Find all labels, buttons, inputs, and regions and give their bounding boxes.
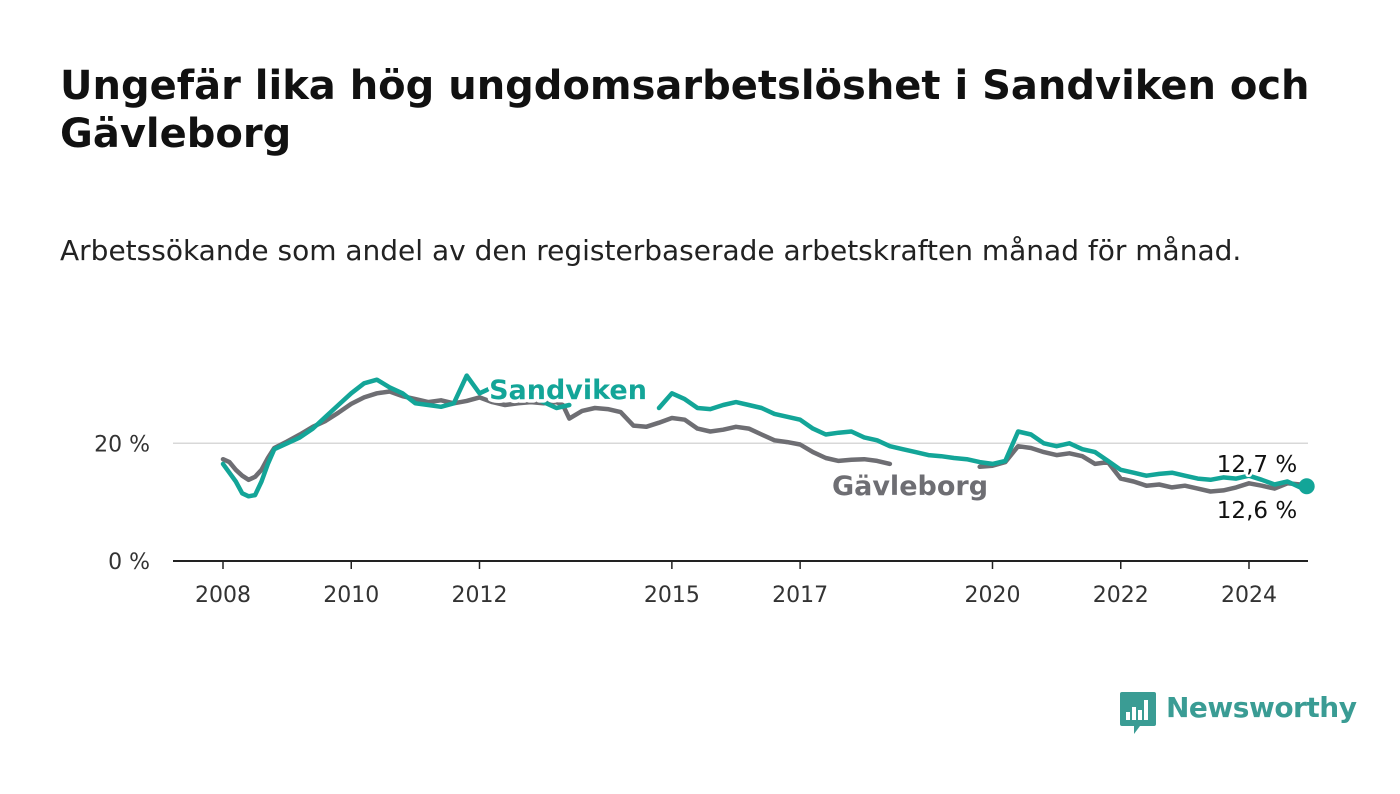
x-tick-label-2022: 2022 — [1093, 583, 1149, 608]
bar-chart-speech-bubble-icon — [1120, 692, 1156, 734]
series-end-point-sandviken — [1298, 478, 1315, 495]
chart-title: Ungefär lika hög ungdomsarbetslöshet i S… — [60, 63, 1310, 157]
x-tick-label-2017: 2017 — [772, 583, 828, 608]
y-tick-label-20: 20 % — [94, 432, 150, 457]
series-name-label-gavleborg: Gävleborg — [832, 471, 988, 502]
series-name-label-sandviken: Sandviken — [489, 375, 647, 406]
series-line-sandviken — [220, 373, 1309, 499]
x-tick-label-2008: 2008 — [195, 583, 251, 608]
end-value-label-sandviken: 12,7 % — [1217, 452, 1297, 478]
x-tick-label-2012: 2012 — [451, 583, 507, 608]
end-value-label-gavleborg: 12,6 % — [1217, 498, 1297, 524]
y-tick-label-0: 0 % — [108, 550, 150, 575]
line-chart: 0 % 20 % 2008 2010 2012 2015 2017 2020 2022 2024 S… — [94, 372, 1315, 608]
x-tick-label-2024: 2024 — [1221, 583, 1277, 608]
x-tick-label-2020: 2020 — [964, 583, 1020, 608]
brand-logo: Newsworthy — [1118, 690, 1357, 738]
x-tick-label-2015: 2015 — [644, 583, 700, 608]
x-tick-label-2010: 2010 — [323, 583, 379, 608]
chart-subtitle: Arbetssökande som andel av den registerb… — [60, 234, 1242, 267]
brand-name: Newsworthy — [1166, 691, 1357, 724]
